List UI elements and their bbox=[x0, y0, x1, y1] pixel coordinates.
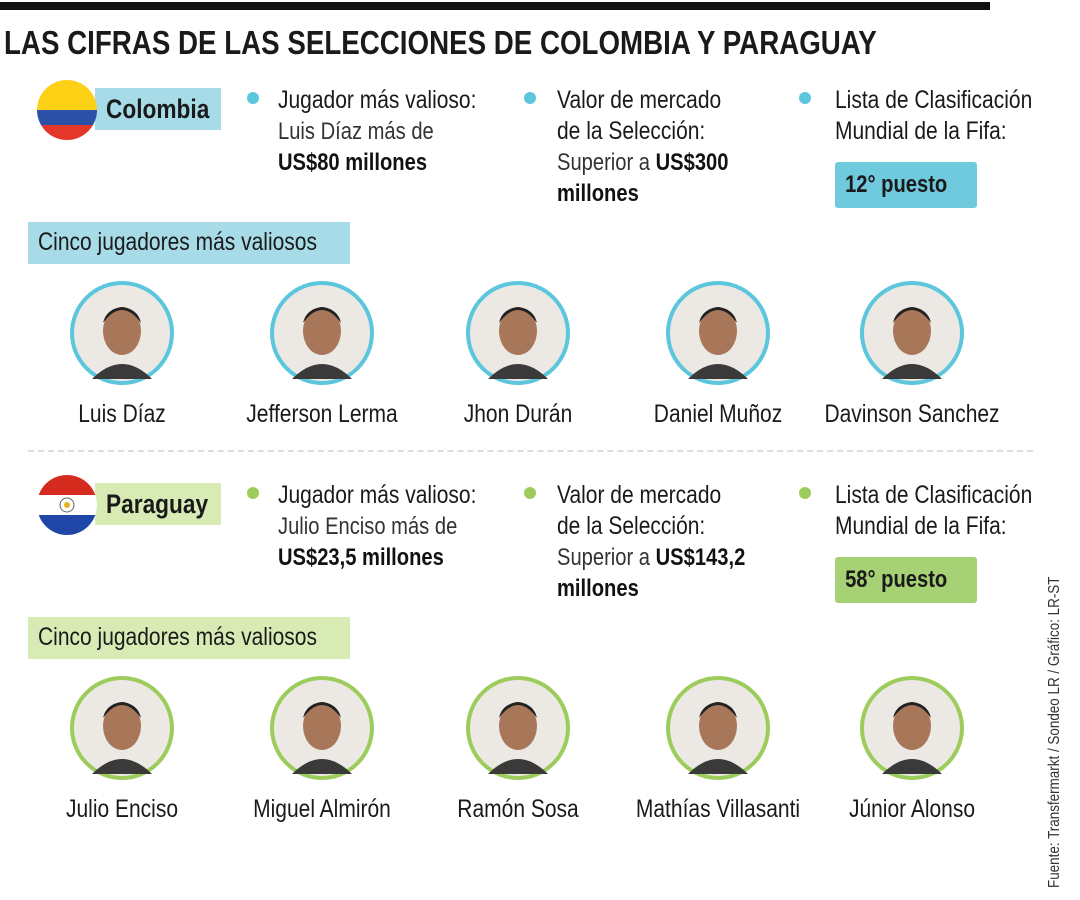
stat-label: Jugador más valioso: bbox=[278, 481, 477, 509]
stat-text: Superior a US$300 millones bbox=[557, 147, 759, 209]
stat-text: Superior a US$143,2 millones bbox=[557, 542, 759, 604]
flag bbox=[36, 79, 98, 146]
country-label-bg bbox=[95, 483, 221, 525]
stat-text-plain: Superior a bbox=[557, 149, 651, 176]
flag-svg bbox=[37, 80, 97, 140]
player-name: Julio Enciso bbox=[65, 795, 179, 823]
bullet bbox=[247, 487, 259, 499]
source: Fuente: Transfermarkt / Sondeo LR / Gráf… bbox=[1046, 576, 1063, 888]
player-photo-svg bbox=[270, 676, 374, 780]
stat-text-plain: Julio Enciso más de bbox=[278, 513, 458, 540]
player-photo bbox=[664, 279, 772, 392]
country-label-bg bbox=[95, 88, 221, 130]
player-photo-svg bbox=[70, 676, 174, 780]
bullet bbox=[524, 487, 536, 499]
country-label: Colombia bbox=[106, 94, 210, 124]
player-name: Miguel Almirón bbox=[253, 795, 391, 823]
country-label: Paraguay bbox=[106, 489, 209, 519]
player-photo bbox=[464, 279, 572, 392]
player-photo bbox=[858, 674, 966, 787]
stat-text: Luis Díaz más de US$80 millones bbox=[278, 116, 480, 178]
ranking-label: Lista de Clasificación Mundial de la Fif… bbox=[835, 481, 1033, 540]
player-photo bbox=[268, 674, 376, 787]
heading-bg bbox=[28, 617, 350, 659]
ranking-label: Lista de Clasificación Mundial de la Fif… bbox=[835, 86, 1033, 145]
bullet bbox=[799, 487, 811, 499]
player-name: Júnior Alonso bbox=[848, 795, 976, 823]
stat-text-plain: Luis Díaz más de bbox=[278, 118, 434, 145]
player-photo-svg bbox=[466, 281, 570, 385]
divider bbox=[28, 450, 1033, 452]
player-photo bbox=[464, 674, 572, 787]
player-photo bbox=[664, 674, 772, 787]
players-heading: Cinco jugadores más valiosos bbox=[38, 228, 317, 256]
player-photo-svg bbox=[860, 281, 964, 385]
players-heading: Cinco jugadores más valiosos bbox=[38, 623, 317, 651]
ranking-value: 58° puesto bbox=[845, 566, 948, 593]
title: LAS CIFRAS DE LAS SELECCIONES DE COLOMBI… bbox=[4, 24, 877, 61]
player-name: Jefferson Lerma bbox=[246, 400, 398, 428]
stat-highlight: US$80 millones bbox=[278, 149, 428, 176]
player-name: Ramón Sosa bbox=[457, 795, 579, 823]
stat-label: Valor de mercado de la Selección: bbox=[557, 86, 722, 145]
player-photo-svg bbox=[666, 676, 770, 780]
player-photo-svg bbox=[860, 676, 964, 780]
player-photo-svg bbox=[270, 281, 374, 385]
player-photo bbox=[858, 279, 966, 392]
stat-label: Valor de mercado de la Selección: bbox=[557, 481, 722, 540]
flag bbox=[36, 474, 98, 541]
bullet bbox=[247, 92, 259, 104]
ranking-box bbox=[835, 162, 977, 208]
player-name: Davinson Sanchez bbox=[824, 400, 1000, 428]
player-photo-svg bbox=[466, 676, 570, 780]
player-photo bbox=[68, 279, 176, 392]
top-bar bbox=[0, 2, 990, 10]
ranking-box bbox=[835, 557, 977, 603]
bullet bbox=[799, 92, 811, 104]
player-name: Jhon Durán bbox=[463, 400, 573, 428]
player-photo-svg bbox=[666, 281, 770, 385]
player-photo bbox=[268, 279, 376, 392]
player-photo-svg bbox=[70, 281, 174, 385]
player-name: Daniel Muñoz bbox=[653, 400, 783, 428]
stat-label: Jugador más valioso: bbox=[278, 86, 477, 114]
stat-highlight: US$300 millones bbox=[557, 149, 729, 207]
player-name: Luis Díaz bbox=[78, 400, 166, 428]
player-name: Mathías Villasanti bbox=[635, 795, 801, 823]
ranking-value: 12° puesto bbox=[845, 171, 948, 198]
stat-highlight: US$23,5 millones bbox=[278, 544, 444, 571]
stat-text-plain: Superior a bbox=[557, 544, 651, 571]
stat-highlight: US$143,2 millones bbox=[557, 544, 746, 602]
player-photo bbox=[68, 674, 176, 787]
heading-bg bbox=[28, 222, 350, 264]
flag-svg bbox=[37, 475, 97, 535]
bullet bbox=[524, 92, 536, 104]
stat-text: Julio Enciso más de US$23,5 millones bbox=[278, 511, 480, 573]
